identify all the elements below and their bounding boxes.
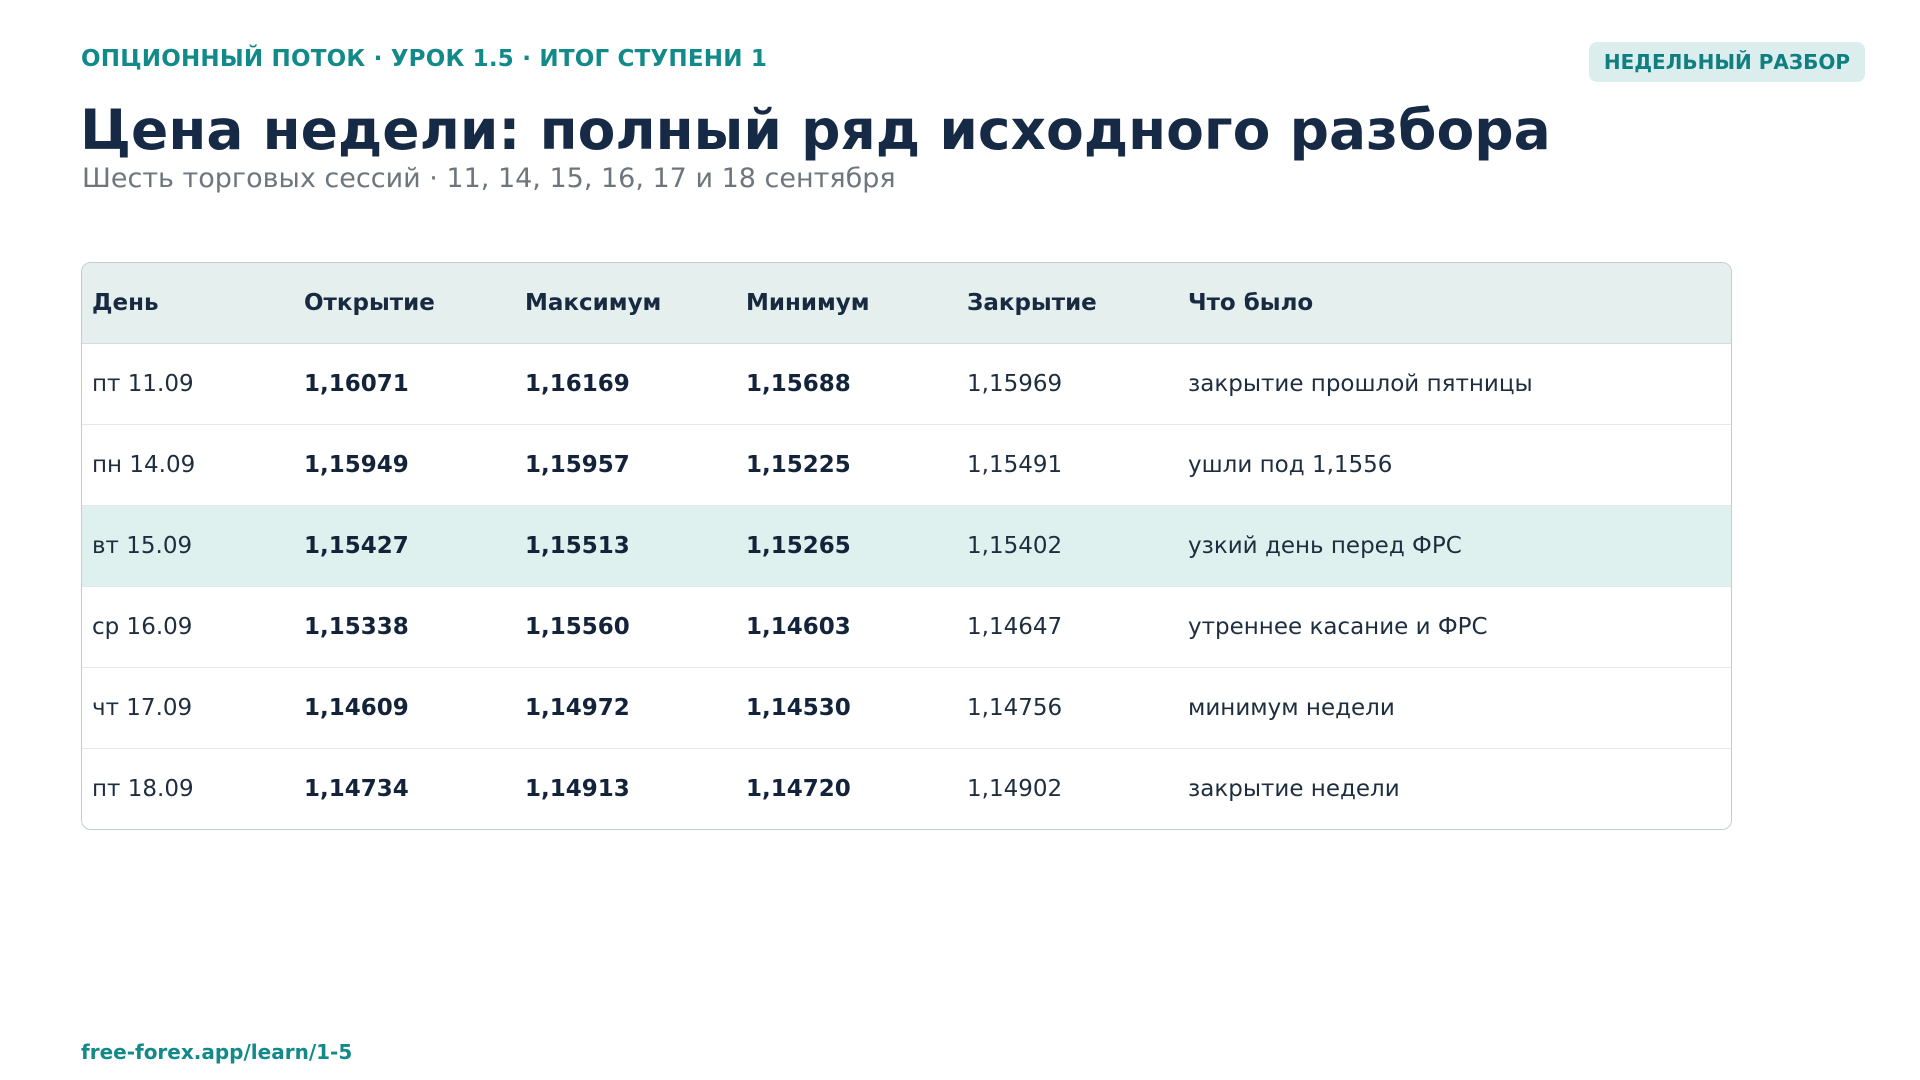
- lesson-url-link[interactable]: free-forex.app/learn/1-5: [81, 1040, 353, 1064]
- page-subtitle: Шесть торговых сессий · 11, 14, 15, 16, …: [82, 163, 896, 194]
- cell-open: 1,15949: [294, 423, 515, 505]
- cell-note: ушли под 1,1556: [1178, 423, 1731, 505]
- cell-note: утреннее касание и ФРС: [1178, 585, 1731, 667]
- cell-note: минимум недели: [1178, 666, 1731, 748]
- cell-day: вт 15.09: [82, 504, 294, 586]
- price-table: День Открытие Максимум Минимум Закрытие …: [82, 263, 1731, 829]
- cell-day: пн 14.09: [82, 423, 294, 505]
- cell-day: чт 17.09: [82, 666, 294, 748]
- cell-open: 1,14609: [294, 666, 515, 748]
- cell-open: 1,15338: [294, 585, 515, 667]
- cell-close: 1,15491: [957, 423, 1178, 505]
- cell-high: 1,14972: [515, 666, 736, 748]
- price-table-container: День Открытие Максимум Минимум Закрытие …: [81, 262, 1732, 830]
- column-header-note: Что было: [1178, 263, 1731, 344]
- table-header-row: День Открытие Максимум Минимум Закрытие …: [82, 263, 1731, 344]
- cell-low: 1,15688: [746, 370, 851, 397]
- cell-high: 1,15560: [515, 585, 736, 667]
- cell-low: 1,14720: [736, 747, 957, 829]
- column-header-open: Открытие: [294, 263, 515, 344]
- cell-low: 1,14603: [736, 585, 957, 667]
- cell-day: ср 16.09: [82, 585, 294, 667]
- lesson-kicker: ОПЦИОННЫЙ ПОТОК · УРОК 1.5 · ИТОГ СТУПЕН…: [81, 46, 768, 72]
- column-header-close: Закрытие: [957, 263, 1178, 344]
- cell-open: 1,14734: [294, 747, 515, 829]
- cell-day: пт 18.09: [82, 747, 294, 829]
- cell-low: 1,14530: [736, 666, 957, 748]
- cell-note: закрытие прошлой пятницы: [1188, 370, 1533, 397]
- column-header-low: Минимум: [736, 263, 957, 344]
- page-title: Цена недели: полный ряд исходного разбор…: [80, 98, 1551, 162]
- cell-close: 1,14756: [957, 666, 1178, 748]
- column-header-day: День: [82, 263, 294, 344]
- cell-close: 1,15402: [957, 504, 1178, 586]
- table-row: ср 16.09 1,15338 1,15560 1,14603 1,14647…: [82, 585, 1731, 667]
- cell-open: 1,15427: [294, 504, 515, 586]
- cell-close: 1,15969: [967, 370, 1063, 397]
- table-row: пт 11.09 1,16071 1,16169 1,15688 1,15969…: [82, 343, 1731, 424]
- table-row: пт 18.09 1,14734 1,14913 1,14720 1,14902…: [82, 747, 1731, 829]
- table-row-highlighted: вт 15.09 1,15427 1,15513 1,15265 1,15402…: [82, 504, 1731, 586]
- cell-note: узкий день перед ФРС: [1178, 504, 1731, 586]
- cell-close: 1,14902: [957, 747, 1178, 829]
- column-header-high: Максимум: [515, 263, 736, 344]
- cell-high: 1,16169: [525, 370, 630, 397]
- cell-day: пт 11.09: [92, 370, 194, 397]
- table-row: пн 14.09 1,15949 1,15957 1,15225 1,15491…: [82, 423, 1731, 505]
- cell-high: 1,15957: [515, 423, 736, 505]
- cell-low: 1,15265: [736, 504, 957, 586]
- cell-close: 1,14647: [957, 585, 1178, 667]
- cell-open: 1,16071: [304, 370, 409, 397]
- cell-note: закрытие недели: [1178, 747, 1731, 829]
- cell-low: 1,15225: [736, 423, 957, 505]
- cell-high: 1,15513: [515, 504, 736, 586]
- weekly-review-badge: НЕДЕЛЬНЫЙ РАЗБОР: [1588, 42, 1865, 82]
- cell-high: 1,14913: [515, 747, 736, 829]
- table-row: чт 17.09 1,14609 1,14972 1,14530 1,14756…: [82, 666, 1731, 748]
